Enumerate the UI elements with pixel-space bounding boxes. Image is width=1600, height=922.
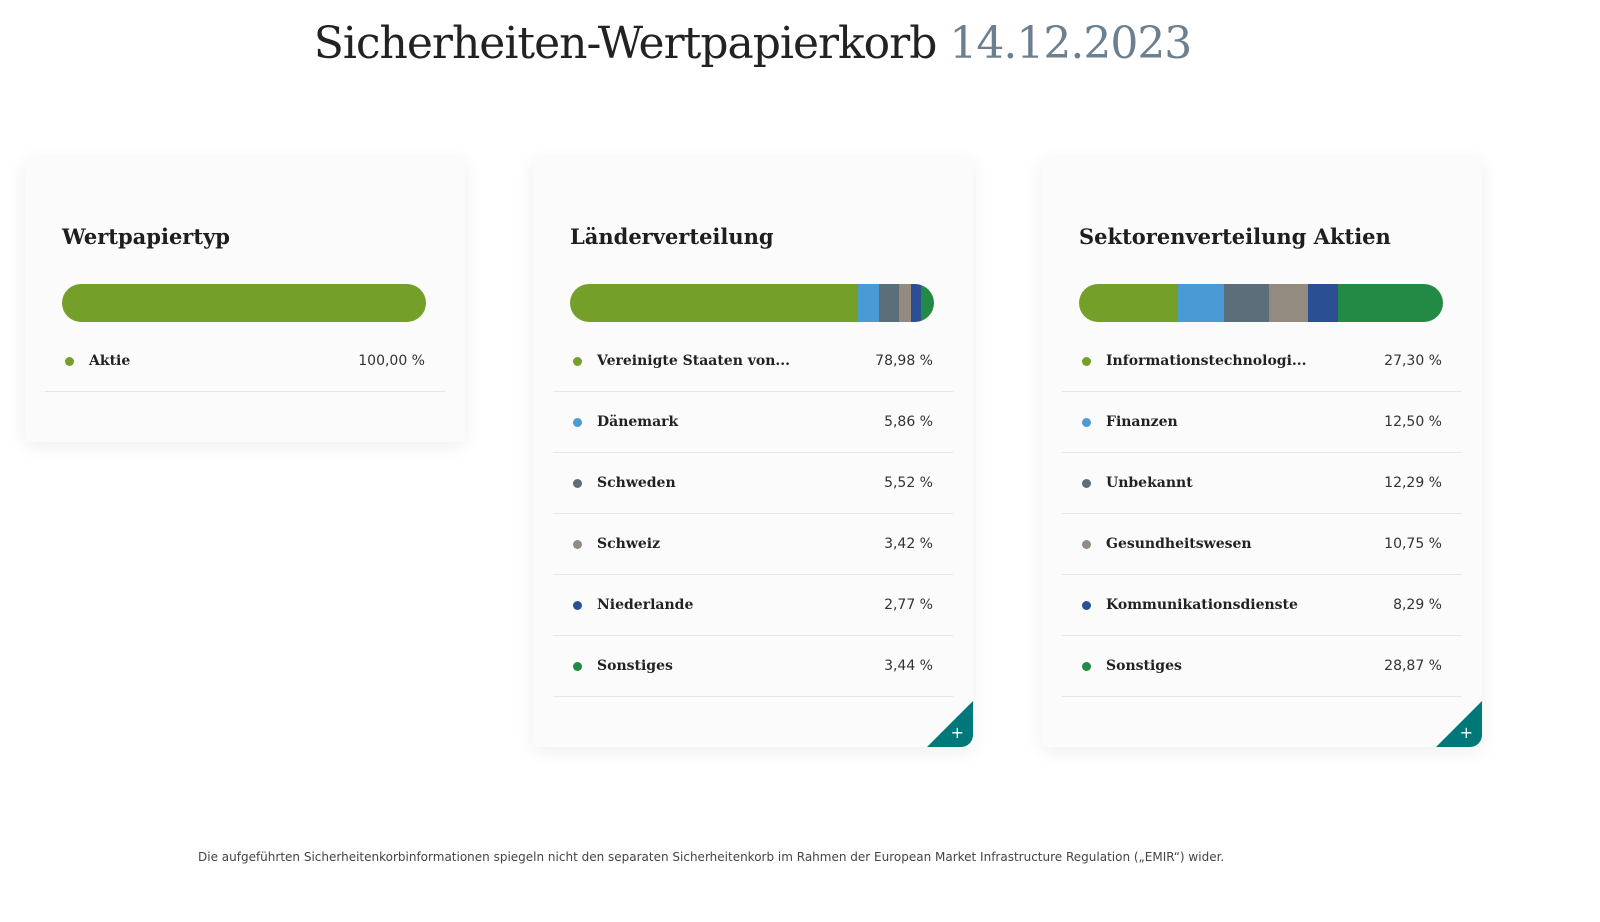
expand-button[interactable]: + [1436, 701, 1482, 747]
stacked-bar [1079, 284, 1443, 322]
legend-dot-icon [1082, 478, 1091, 488]
item-value: 28,87 % [1384, 658, 1442, 674]
card-1: Länderverteilung Vereinigte Staaten von..… [533, 158, 973, 747]
item-label: Schweden [597, 475, 676, 491]
list-item: Dänemark 5,86 % [553, 392, 953, 453]
bar-segment [898, 284, 912, 322]
bar-segment [921, 284, 934, 322]
list-item: Finanzen 12,50 % [1062, 392, 1462, 453]
legend-dot-icon [573, 417, 582, 427]
item-value: 5,52 % [884, 475, 933, 491]
item-value: 78,98 % [875, 353, 933, 369]
list-item: Unbekannt 12,29 % [1062, 453, 1462, 514]
legend-dot-icon [573, 478, 582, 488]
plus-icon: + [1459, 723, 1473, 742]
bar-segment [1079, 284, 1179, 322]
item-label: Sonstiges [1106, 658, 1182, 674]
item-label: Schweiz [597, 536, 661, 552]
item-value: 2,77 % [884, 597, 933, 613]
title-date: 14.12.2023 [949, 18, 1192, 69]
item-value: 8,29 % [1393, 597, 1442, 613]
bar-segment [570, 284, 858, 322]
item-label: Sonstiges [597, 658, 673, 674]
list-item: Sonstiges 3,44 % [553, 636, 953, 697]
expand-button[interactable]: + [927, 701, 973, 747]
bar-segment [62, 284, 426, 322]
list-item: Vereinigte Staaten von... 78,98 % [553, 331, 953, 392]
legend-dot-icon [573, 356, 582, 366]
list-item: Kommunikationsdienste 8,29 % [1062, 575, 1462, 636]
item-label: Informationstechnologi... [1106, 353, 1307, 369]
list-item: Aktie 100,00 % [45, 331, 445, 392]
item-value: 27,30 % [1384, 353, 1442, 369]
legend-dot-icon [65, 356, 74, 366]
legend-dot-icon [573, 600, 582, 610]
legend-dot-icon [1082, 356, 1091, 366]
stacked-bar [62, 284, 426, 322]
item-label: Gesundheitswesen [1106, 536, 1252, 552]
bar-segment [878, 284, 899, 322]
item-label: Vereinigte Staaten von... [597, 353, 791, 369]
legend-dot-icon [573, 539, 582, 549]
item-label: Dänemark [597, 414, 679, 430]
list-item: Schweiz 3,42 % [553, 514, 953, 575]
card-title: Länderverteilung [570, 224, 774, 249]
page-title: Sicherheiten-Wertpapierkorb 14.12.2023 [0, 18, 1505, 69]
item-label: Kommunikationsdienste [1106, 597, 1298, 613]
list-item: Schweden 5,52 % [553, 453, 953, 514]
legend-dot-icon [1082, 661, 1091, 671]
item-label: Aktie [89, 353, 131, 369]
legend-dot-icon [1082, 539, 1091, 549]
bar-segment [1223, 284, 1269, 322]
bar-segment [1307, 284, 1338, 322]
list-item: Informationstechnologi... 27,30 % [1062, 331, 1462, 392]
plus-icon: + [950, 723, 964, 742]
card-title: Wertpapiertyp [62, 224, 230, 249]
bar-segment [1337, 284, 1443, 322]
legend-dot-icon [573, 661, 582, 671]
card-0: Wertpapiertyp Aktie 100,00 % [25, 158, 465, 442]
bar-segment [857, 284, 879, 322]
bar-segment [1178, 284, 1224, 322]
title-text: Sicherheiten-Wertpapierkorb [313, 18, 938, 69]
item-value: 5,86 % [884, 414, 933, 430]
list-item: Niederlande 2,77 % [553, 575, 953, 636]
item-value: 12,50 % [1384, 414, 1442, 430]
item-label: Finanzen [1106, 414, 1178, 430]
legend-dot-icon [1082, 600, 1091, 610]
item-value: 12,29 % [1384, 475, 1442, 491]
item-value: 3,42 % [884, 536, 933, 552]
bar-segment [1268, 284, 1308, 322]
item-value: 3,44 % [884, 658, 933, 674]
card-2: Sektorenverteilung Aktien Informationstec… [1042, 158, 1482, 747]
list-item: Sonstiges 28,87 % [1062, 636, 1462, 697]
legend-dot-icon [1082, 417, 1091, 427]
card-title: Sektorenverteilung Aktien [1079, 224, 1391, 249]
stacked-bar [570, 284, 934, 322]
item-value: 10,75 % [1384, 536, 1442, 552]
footer-disclaimer: Die aufgeführten Sicherheitenkorbinforma… [198, 850, 1225, 864]
item-label: Niederlande [597, 597, 694, 613]
item-label: Unbekannt [1106, 475, 1193, 491]
list-item: Gesundheitswesen 10,75 % [1062, 514, 1462, 575]
item-value: 100,00 % [358, 353, 425, 369]
bar-segment [911, 284, 922, 322]
